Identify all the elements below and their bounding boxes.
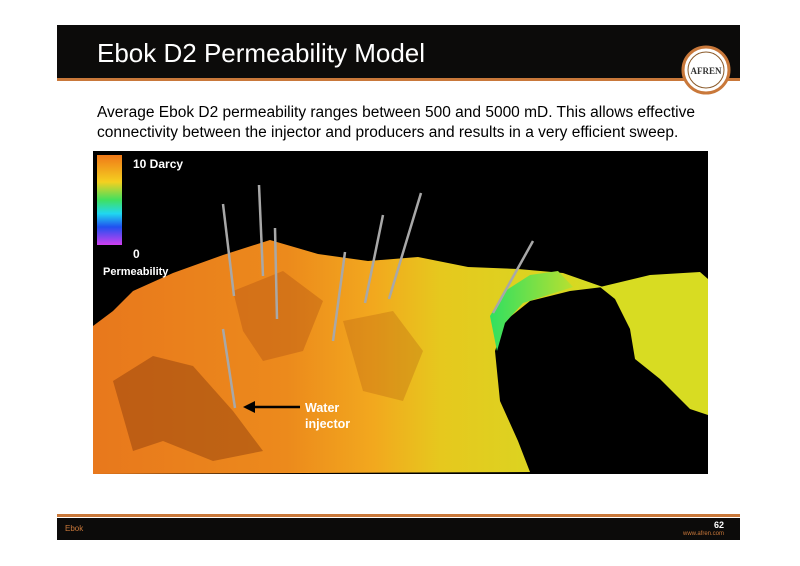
body-text: Average Ebok D2 permeability ranges betw… [97,103,695,143]
logo-inner [687,51,725,89]
annotation: Water [305,401,339,415]
rule [57,78,740,81]
body-line: connectivity between the injector and pr… [97,124,679,141]
shade [343,311,423,401]
legend-min: 0 [133,247,140,261]
rule [57,514,740,517]
well [273,227,279,320]
body-line: Average Ebok D2 permeability ranges betw… [97,104,695,121]
legend-max: 10 Darcy [133,157,183,171]
slide-title: Ebok D2 Permeability Model [97,38,426,68]
legend-title: Permeability [103,266,169,278]
arrow-head [243,401,255,413]
surface-green [490,271,573,351]
well [221,328,237,409]
logo-text: AFREN [691,66,722,76]
well [221,203,236,297]
well [387,192,423,300]
logo-ring [681,45,731,95]
page-number: 62 [713,520,724,530]
colorbar [97,155,122,245]
logo: AFREN [681,45,731,95]
shade [113,356,263,461]
wells [221,184,535,409]
well [331,251,347,342]
footer-section: Ebok [65,524,84,533]
footer-website: www.afren.com [682,531,724,537]
well [363,214,385,304]
well [257,184,265,277]
model-figure: 10 Darcy 0 Permeability Water injector [93,151,708,474]
footer-bar [57,518,740,540]
title-bar [57,25,740,78]
surface-right [600,272,708,415]
annotation: injector [305,417,350,431]
well [491,240,535,314]
surface [93,240,603,474]
